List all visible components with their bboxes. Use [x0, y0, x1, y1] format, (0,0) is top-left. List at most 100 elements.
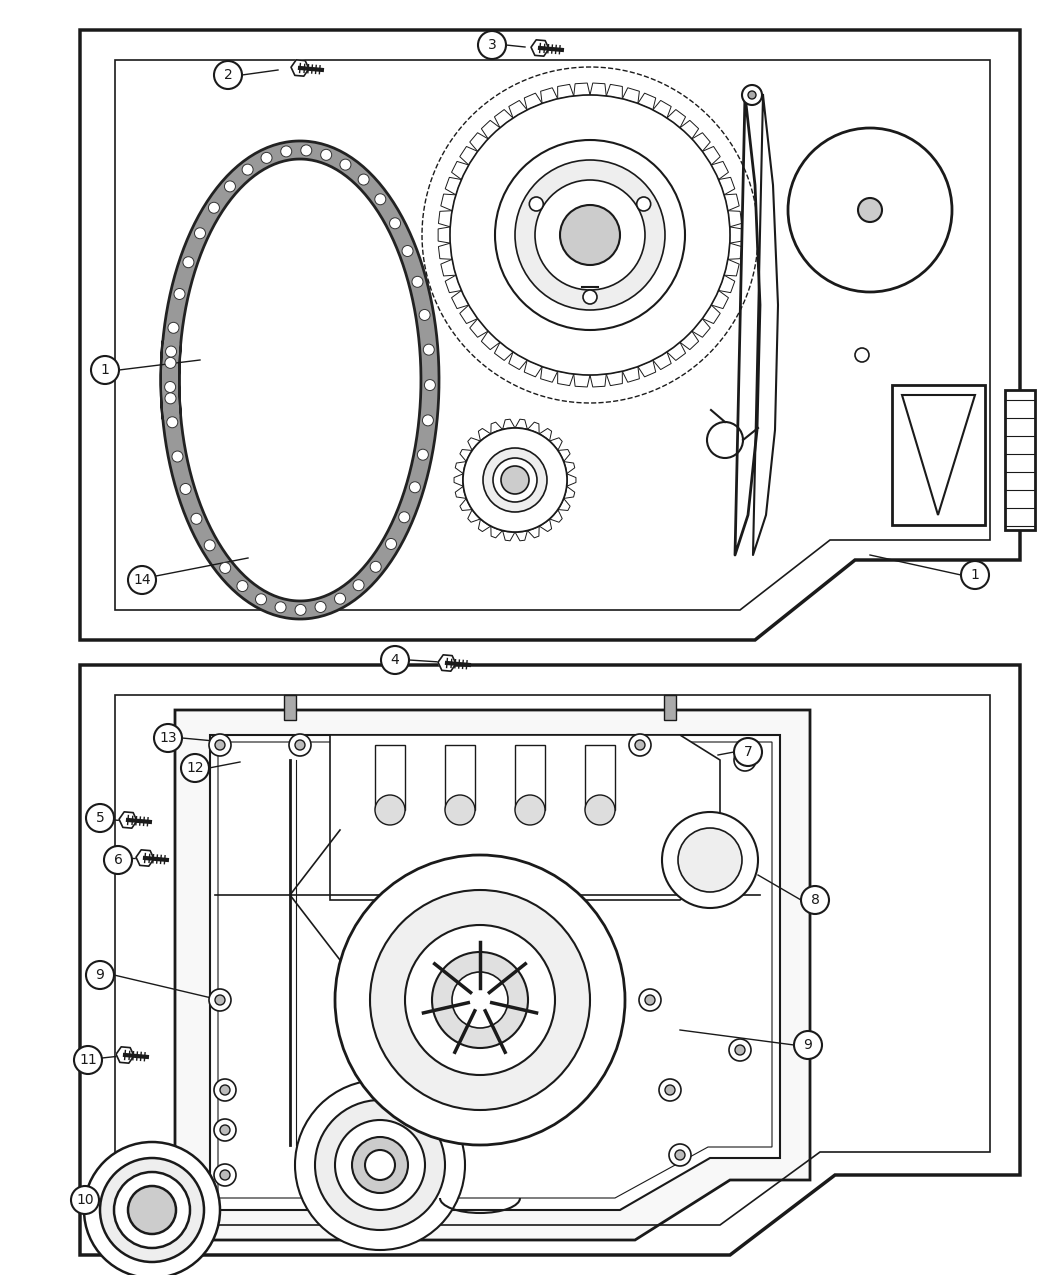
Circle shape	[219, 562, 231, 574]
Polygon shape	[1005, 390, 1035, 530]
Text: 6: 6	[113, 853, 123, 867]
Circle shape	[220, 1170, 230, 1179]
Polygon shape	[623, 88, 639, 103]
Circle shape	[514, 796, 545, 825]
Polygon shape	[136, 850, 154, 866]
Polygon shape	[680, 120, 698, 139]
Circle shape	[478, 31, 506, 59]
Polygon shape	[524, 360, 542, 377]
Polygon shape	[514, 530, 527, 541]
Circle shape	[858, 198, 882, 222]
Circle shape	[91, 356, 119, 384]
Circle shape	[181, 754, 209, 782]
Circle shape	[205, 539, 215, 551]
Polygon shape	[590, 83, 606, 96]
Circle shape	[788, 128, 952, 292]
Polygon shape	[606, 84, 623, 98]
Circle shape	[734, 748, 756, 771]
Circle shape	[418, 449, 428, 460]
Circle shape	[335, 856, 625, 1145]
Circle shape	[662, 812, 758, 908]
Polygon shape	[549, 437, 562, 450]
Circle shape	[514, 159, 665, 310]
Circle shape	[315, 602, 327, 612]
Text: 13: 13	[160, 731, 176, 745]
Circle shape	[748, 91, 756, 99]
Circle shape	[560, 205, 619, 265]
Polygon shape	[117, 1047, 134, 1063]
Polygon shape	[667, 110, 686, 128]
Polygon shape	[445, 275, 461, 293]
Polygon shape	[330, 734, 720, 900]
Circle shape	[450, 96, 730, 375]
Polygon shape	[503, 419, 514, 430]
Circle shape	[166, 346, 176, 357]
Circle shape	[128, 1186, 176, 1234]
Circle shape	[191, 514, 202, 524]
Circle shape	[214, 1164, 236, 1186]
Text: 5: 5	[96, 811, 104, 825]
Polygon shape	[558, 371, 573, 385]
Circle shape	[243, 164, 253, 175]
Circle shape	[445, 796, 475, 825]
Polygon shape	[467, 510, 481, 523]
Text: 9: 9	[803, 1038, 813, 1052]
Polygon shape	[702, 305, 720, 324]
Circle shape	[399, 511, 410, 523]
Text: 12: 12	[186, 761, 204, 775]
Polygon shape	[439, 244, 453, 259]
Polygon shape	[495, 110, 513, 128]
Circle shape	[678, 827, 742, 892]
Circle shape	[669, 1144, 691, 1167]
Polygon shape	[730, 227, 742, 244]
Circle shape	[353, 580, 364, 590]
Polygon shape	[541, 88, 558, 103]
Circle shape	[352, 1137, 408, 1193]
Circle shape	[645, 994, 655, 1005]
Polygon shape	[680, 332, 698, 349]
Circle shape	[220, 1125, 230, 1135]
Circle shape	[483, 448, 547, 513]
Polygon shape	[558, 450, 570, 462]
Circle shape	[172, 451, 183, 462]
Polygon shape	[638, 360, 656, 377]
Circle shape	[405, 924, 555, 1075]
Circle shape	[275, 602, 286, 613]
Circle shape	[100, 1158, 204, 1262]
Polygon shape	[460, 499, 472, 510]
Polygon shape	[728, 210, 741, 227]
Polygon shape	[711, 162, 729, 180]
Polygon shape	[438, 655, 456, 671]
Polygon shape	[490, 527, 503, 538]
Circle shape	[165, 357, 176, 368]
Polygon shape	[495, 342, 513, 361]
Polygon shape	[460, 147, 478, 164]
Circle shape	[410, 482, 420, 492]
Text: 9: 9	[96, 968, 104, 982]
Circle shape	[128, 566, 156, 594]
Text: 8: 8	[811, 892, 819, 907]
Polygon shape	[509, 101, 527, 119]
Polygon shape	[503, 530, 514, 541]
Polygon shape	[456, 486, 466, 499]
Circle shape	[320, 149, 332, 161]
Polygon shape	[718, 177, 735, 195]
Polygon shape	[653, 352, 671, 370]
Polygon shape	[564, 486, 574, 499]
Polygon shape	[549, 510, 562, 523]
Polygon shape	[481, 120, 500, 139]
Text: 1: 1	[970, 567, 980, 581]
Circle shape	[86, 961, 114, 989]
Circle shape	[659, 1079, 681, 1102]
Polygon shape	[724, 194, 739, 210]
Circle shape	[385, 538, 397, 550]
Polygon shape	[527, 422, 539, 434]
Circle shape	[209, 989, 231, 1011]
Circle shape	[635, 740, 645, 750]
Circle shape	[381, 646, 410, 674]
Polygon shape	[452, 162, 468, 180]
Bar	[514, 745, 545, 810]
Polygon shape	[667, 342, 686, 361]
Polygon shape	[892, 385, 985, 525]
Circle shape	[855, 348, 869, 362]
